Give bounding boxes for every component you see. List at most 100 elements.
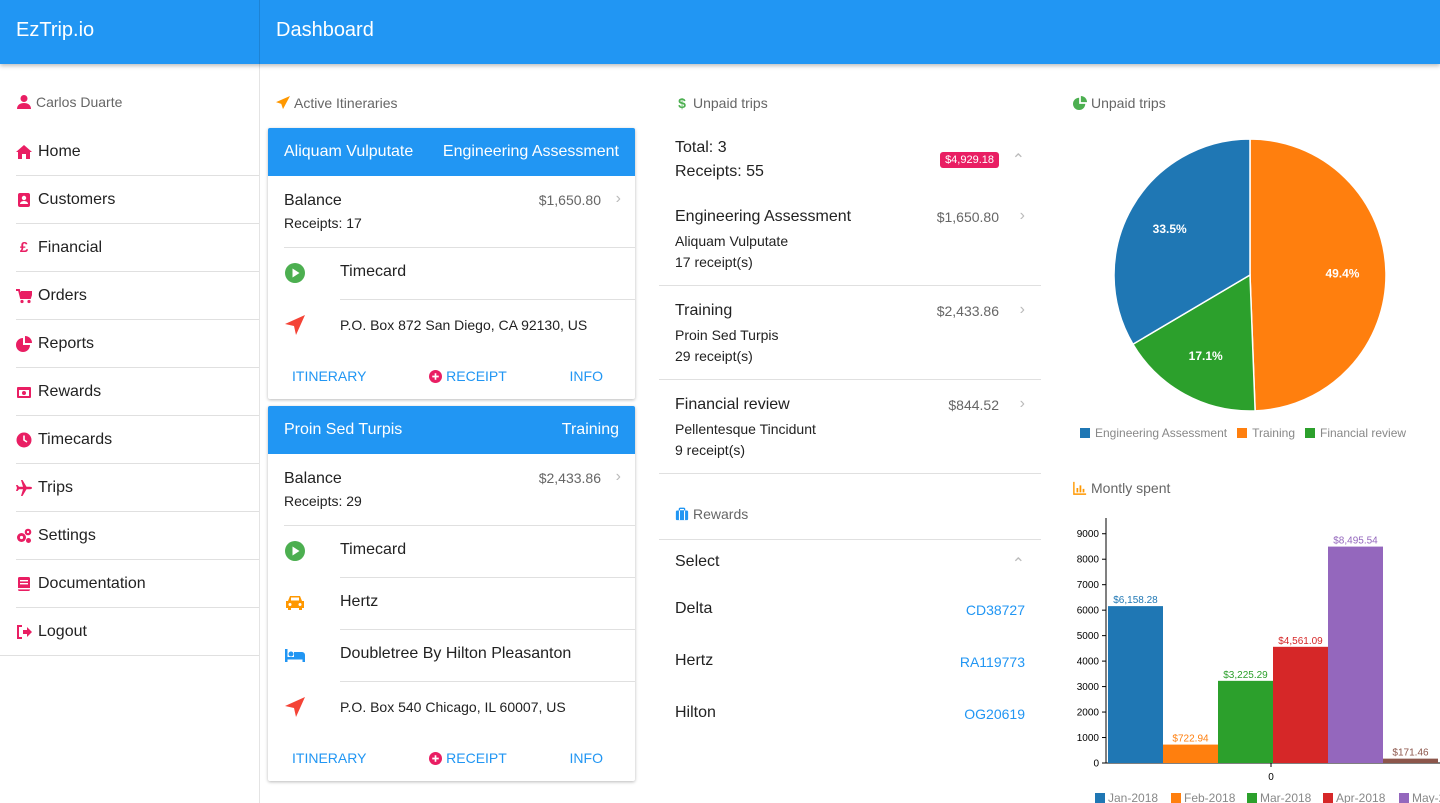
sidebar-item-trips[interactable]: Trips [16,464,259,512]
play-circle-icon [284,262,306,284]
sidebar: Carlos Duarte Home Customers £ Financial… [0,64,260,803]
itinerary-card-header[interactable]: Proin Sed Turpis Training [268,406,635,454]
unpaid-trip-row[interactable]: Financial review Pellentesque Tincidunt … [659,380,1041,474]
reward-name: Hilton [675,704,716,721]
timecard-row[interactable]: Timecard [285,248,635,300]
unpaid-trip-row[interactable]: Training Proin Sed Turpis 29 receipt(s) … [659,286,1041,380]
y-tick-label: 4000 [1077,657,1100,668]
pie-slice[interactable] [1249,138,1387,412]
trip-name: Training [675,302,733,319]
itinerary-button[interactable]: ITINERARY [292,750,367,766]
hotel-row[interactable]: Doubletree By Hilton Pleasanton [285,630,635,682]
timecard-row[interactable]: Timecard [285,526,635,578]
bar[interactable] [1383,758,1438,763]
itinerary-type: Training [561,421,619,438]
user-profile[interactable]: Carlos Duarte [16,94,122,110]
legend-swatch [1237,428,1248,438]
y-tick-label: 8000 [1077,555,1100,566]
car-rental-row[interactable]: Hertz [286,578,635,630]
reward-code[interactable]: OG20619 [964,706,1025,722]
monthly-spent-bar-chart: 0 1000 2000 3000 4000 5000 6000 7000 8000 9000 0 $6… [1060,510,1440,803]
sidebar-item-label: Home [38,142,81,160]
y-tick-label: 0 [1093,759,1099,770]
info-button[interactable]: INFO [569,750,603,766]
bar[interactable] [1273,646,1328,763]
chevron-up-icon: ⌃ [1011,556,1025,573]
pie-chart-label: Unpaid trips [1091,95,1166,111]
receipts-count: Receipts: 29 [284,493,362,509]
rewards-select[interactable]: Select ⌃ [659,540,1041,586]
rewards-list: Select ⌃ Delta CD38727 Hertz RA119773 Hi… [659,539,1041,742]
pie-slice[interactable] [1131,273,1256,412]
receipts-count: Receipts: 17 [284,215,362,231]
unpaid-trips-title: $ Unpaid trips [675,95,768,111]
bar-value-label: $8,495.54 [1333,536,1378,547]
unpaid-total-row[interactable]: Total: 3 Receipts: 55 $4,929.18 ⌃ [659,124,1041,192]
rewards-label: Rewards [693,506,749,522]
info-button[interactable]: INFO [569,368,603,384]
sidebar-item-orders[interactable]: Orders [16,272,259,320]
balance-row[interactable]: Balance Receipts: 29 $2,433.86 › [284,454,635,526]
sidebar-item-settings[interactable]: Settings [16,512,259,560]
legend-label[interactable]: Apr-2018 [1336,791,1386,803]
x-tick-label: 0 [1268,772,1274,783]
reward-row[interactable]: Hilton OG20619 [659,690,1041,742]
receipt-label: RECEIPT [446,750,507,766]
rewards-select-label: Select [675,553,720,570]
reward-code[interactable]: RA119773 [959,654,1025,670]
top-app-bar: EzTrip.io Dashboard [0,0,1440,64]
bed-icon [284,644,306,666]
location-arrow-icon [284,696,306,718]
trip-amount: $1,650.80 [936,209,999,225]
bar[interactable] [1108,606,1163,763]
bar[interactable] [1218,680,1273,763]
reward-row[interactable]: Hertz RA119773 [659,638,1041,690]
itinerary-customer: Aliquam Vulputate [284,143,414,160]
sidebar-item-documentation[interactable]: Documentation [16,560,259,608]
bar[interactable] [1328,546,1383,763]
trip-customer: Aliquam Vulputate [675,233,789,249]
legend-entry[interactable]: Engineering Assessment [1080,426,1227,440]
trip-receipts: 17 receipt(s) [675,254,753,270]
legend-entry[interactable]: Financial review [1305,426,1406,440]
chevron-right-icon: › [615,190,621,207]
sidebar-item-label: Timecards [38,430,113,448]
add-receipt-button[interactable]: RECEIPT [429,368,507,384]
itinerary-button[interactable]: ITINERARY [292,368,367,384]
brand-logo[interactable]: EzTrip.io [0,0,260,64]
balance-row[interactable]: Balance Receipts: 17 $1,650.80 › [284,176,635,248]
add-receipt-button[interactable]: RECEIPT [429,750,507,766]
legend-label[interactable]: Feb-2018 [1184,791,1236,803]
legend-label[interactable]: Jan-2018 [1108,791,1158,803]
sidebar-item-rewards[interactable]: Rewards [16,368,259,416]
address-row[interactable]: P.O. Box 540 Chicago, IL 60007, US [285,682,635,734]
sidebar-item-reports[interactable]: Reports [16,320,259,368]
sidebar-item-timecards[interactable]: Timecards [16,416,259,464]
bar-chart-title: Montly spent [1073,480,1170,496]
trip-amount: $844.52 [948,397,999,413]
reward-row[interactable]: Delta CD38727 [659,586,1041,638]
sidebar-item-logout[interactable]: Logout [0,608,259,656]
sidebar-item-label: Orders [38,286,87,304]
pound-icon: £ [19,239,29,256]
legend-entry[interactable]: Training [1237,426,1295,440]
gift-icon [16,384,32,400]
legend-label[interactable]: May-2018 [1412,791,1440,803]
trip-name: Financial review [675,396,790,413]
pie-slice[interactable] [1113,138,1251,346]
reward-code[interactable]: CD38727 [965,602,1025,618]
bar[interactable] [1163,744,1218,763]
unpaid-trip-row[interactable]: Engineering Assessment Aliquam Vulputate… [659,192,1041,286]
itinerary-card-header[interactable]: Aliquam Vulputate Engineering Assessment [268,128,635,176]
play-circle-icon [284,540,306,562]
unpaid-total: Total: 3 [675,139,727,156]
legend-label[interactable]: Mar-2018 [1260,791,1312,803]
timecard-label: Timecard [340,541,407,558]
sidebar-item-home[interactable]: Home [16,128,259,176]
sidebar-item-customers[interactable]: Customers [16,176,259,224]
itinerary-type: Engineering Assessment [442,143,619,160]
address-row[interactable]: P.O. Box 872 San Diego, CA 92130, US [285,300,635,352]
sidebar-item-financial[interactable]: £ Financial [16,224,259,272]
legend-label: Training [1252,426,1295,440]
pie-chart-icon [16,335,32,352]
